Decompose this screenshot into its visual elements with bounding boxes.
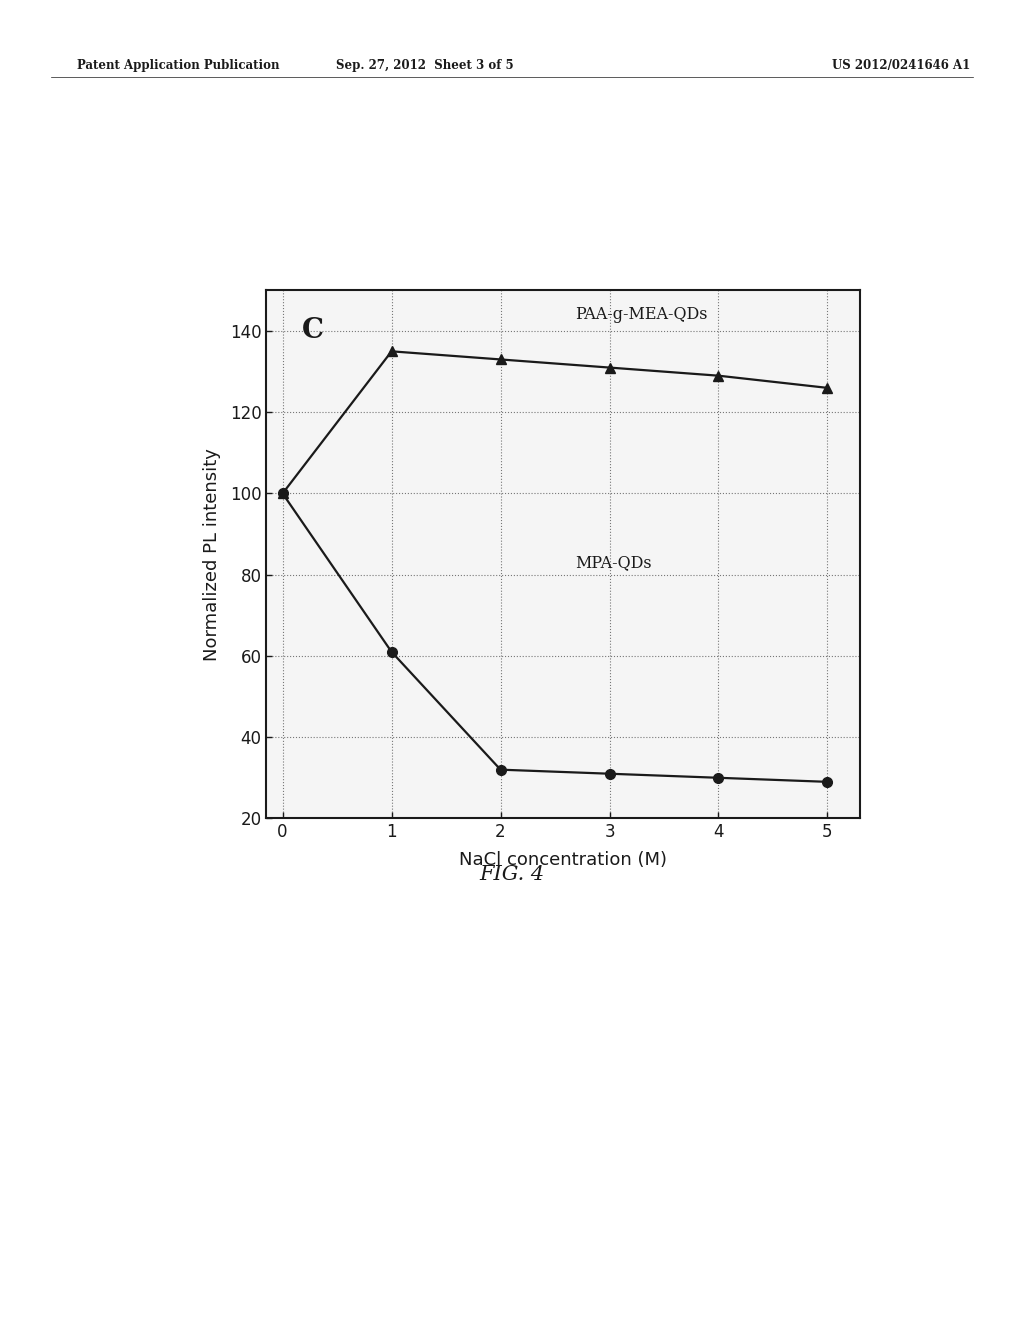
X-axis label: NaCl concentration (M): NaCl concentration (M) (459, 851, 668, 869)
Text: C: C (302, 317, 324, 343)
Y-axis label: Normalized PL intensity: Normalized PL intensity (204, 447, 221, 661)
Text: MPA-QDs: MPA-QDs (575, 554, 651, 572)
Text: FIG. 4: FIG. 4 (479, 865, 545, 883)
Text: PAA-g-MEA-QDs: PAA-g-MEA-QDs (575, 306, 708, 323)
Text: Sep. 27, 2012  Sheet 3 of 5: Sep. 27, 2012 Sheet 3 of 5 (336, 59, 514, 73)
Text: US 2012/0241646 A1: US 2012/0241646 A1 (831, 59, 971, 73)
Text: Patent Application Publication: Patent Application Publication (77, 59, 280, 73)
